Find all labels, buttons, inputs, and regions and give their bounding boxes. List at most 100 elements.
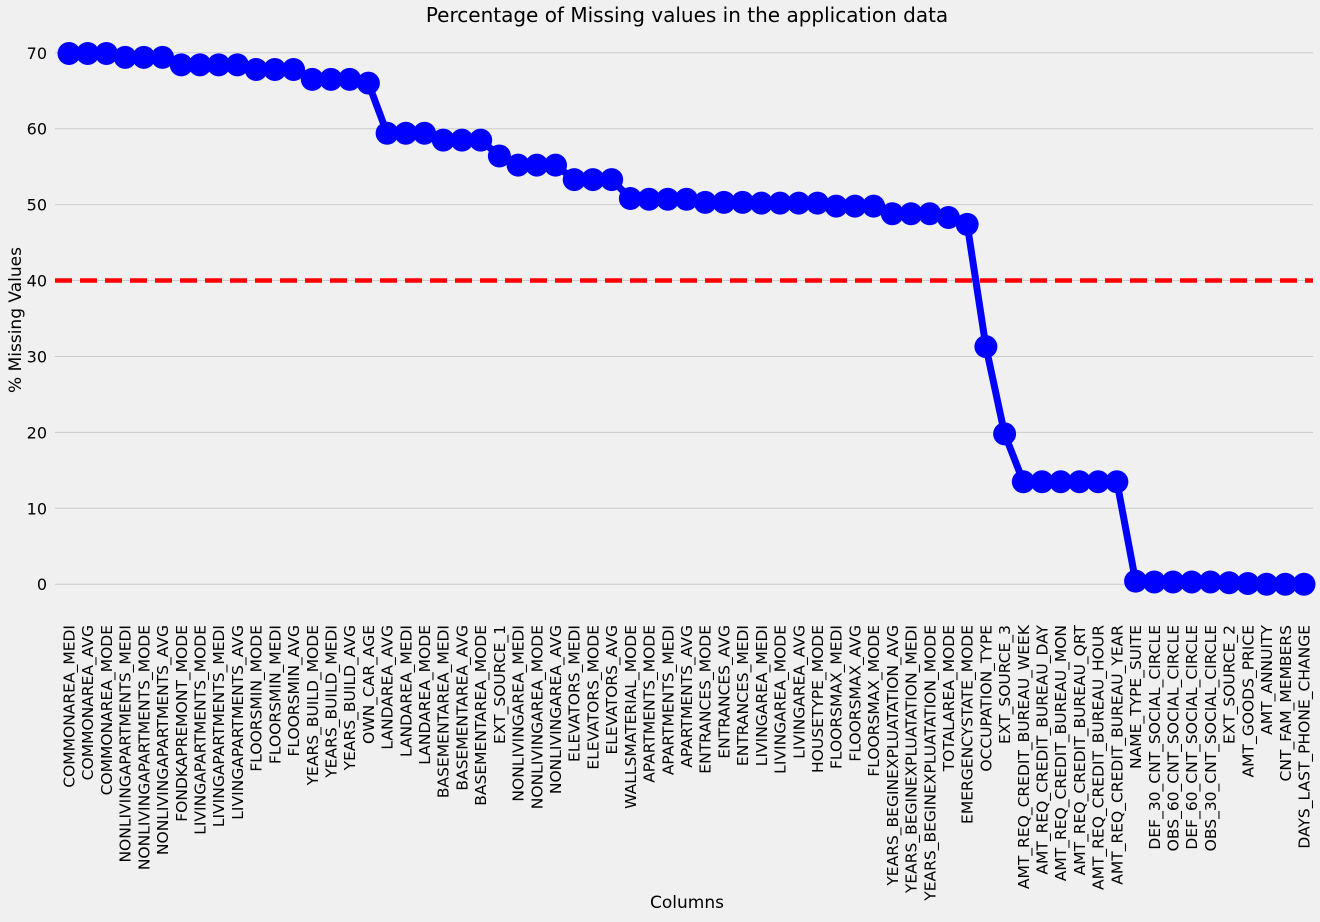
- data-point: [151, 45, 175, 69]
- series-line: [65, 50, 1308, 588]
- x-tick-label: LIVINGAREA_MEDI: [753, 625, 772, 766]
- series-line-layer: [65, 50, 1308, 588]
- x-axis-label: Columns: [650, 893, 724, 913]
- x-tick-label: DEF_60_CNT_SOCIAL_CIRCLE: [1183, 625, 1202, 850]
- x-tick-label: TOTALAREA_MODE: [940, 625, 959, 772]
- x-tick-label: ELEVATORS_AVG: [603, 625, 622, 755]
- data-point: [1011, 470, 1035, 494]
- y-tick-label: 40: [27, 272, 47, 291]
- x-tick-label: ELEVATORS_MEDI: [566, 625, 585, 762]
- x-tick-label: FLOORSMAX_MODE: [865, 625, 884, 777]
- x-tick-label: FLOORSMAX_MEDI: [828, 625, 847, 769]
- x-axis-ticks: COMMONAREA_MEDI COMMONAREA_AVG COMMONAREA_…: [61, 624, 1315, 902]
- x-tick-label: FLOORSMIN_AVG: [285, 625, 304, 757]
- data-point: [974, 335, 998, 359]
- data-point: [1255, 572, 1279, 596]
- x-tick-label: APARTMENTS_MEDI: [659, 625, 678, 775]
- data-point: [300, 67, 324, 91]
- data-point: [319, 67, 343, 91]
- data-point: [936, 206, 960, 230]
- y-tick-label: 70: [27, 44, 47, 63]
- x-tick-label: NONLIVINGAPARTMENTS_MODE: [135, 625, 154, 870]
- data-point: [188, 53, 212, 77]
- x-tick-label: YEARS_BUILD_MEDI: [323, 625, 342, 779]
- data-point: [525, 153, 549, 177]
- data-point: [169, 53, 193, 77]
- data-point: [637, 187, 661, 211]
- x-tick-label: OBS_60_CNT_SOCIAL_CIRCLE: [1165, 625, 1184, 851]
- x-tick-label: LIVINGAPARTMENTS_MEDI: [210, 625, 229, 827]
- x-tick-label: COMMONAREA_MEDI: [61, 625, 80, 788]
- x-tick-label: APARTMENTS_MODE: [641, 625, 660, 783]
- x-tick-label: ENTRANCES_MODE: [697, 625, 716, 774]
- data-point: [1030, 470, 1054, 494]
- data-point: [731, 190, 755, 214]
- data-point: [450, 128, 474, 152]
- x-tick-label: AMT_REQ_CREDIT_BUREAU_WEEK: [1015, 624, 1034, 889]
- data-point: [506, 153, 530, 177]
- data-point: [656, 187, 680, 211]
- data-point: [113, 45, 137, 69]
- data-point: [1124, 569, 1148, 593]
- x-tick-label: EXT_SOURCE_3: [996, 625, 1015, 744]
- data-point: [1161, 570, 1185, 594]
- data-point: [76, 42, 100, 66]
- x-tick-label: NONLIVINGAREA_MODE: [528, 625, 547, 809]
- data-point: [544, 153, 568, 177]
- x-tick-label: COMMONAREA_AVG: [79, 625, 98, 780]
- chart-title: Percentage of Missing values in the appl…: [426, 3, 948, 27]
- data-point: [843, 194, 867, 218]
- data-point: [824, 194, 848, 218]
- data-point: [1049, 470, 1073, 494]
- data-point: [225, 53, 249, 77]
- x-tick-label: ENTRANCES_MEDI: [734, 625, 753, 766]
- x-tick-label: APARTMENTS_AVG: [678, 625, 697, 768]
- data-point: [487, 144, 511, 168]
- y-axis-label: % Missing Values: [6, 247, 26, 393]
- data-point: [244, 57, 268, 81]
- x-tick-label: OCCUPATION_TYPE: [977, 625, 996, 772]
- x-tick-label: FLOORSMAX_AVG: [846, 625, 865, 762]
- x-tick-label: NONLIVINGAPARTMENTS_AVG: [154, 625, 173, 855]
- x-tick-label: DEF_30_CNT_SOCIAL_CIRCLE: [1146, 625, 1165, 850]
- x-tick-label: AMT_REQ_CREDIT_BUREAU_MON: [1052, 625, 1071, 881]
- x-tick-label: LANDAREA_MODE: [416, 625, 435, 765]
- data-point: [618, 187, 642, 211]
- x-tick-label: LIVINGAREA_MODE: [772, 625, 791, 774]
- y-tick-label: 50: [27, 196, 47, 215]
- x-tick-label: EMERGENCYSTATE_MODE: [959, 625, 978, 824]
- data-point: [880, 202, 904, 226]
- x-tick-label: DAYS_LAST_PHONE_CHANGE: [1296, 625, 1315, 849]
- data-point: [1217, 571, 1241, 595]
- data-point: [338, 67, 362, 91]
- data-point: [993, 422, 1017, 446]
- data-point: [413, 121, 437, 145]
- x-tick-label: EXT_SOURCE_1: [491, 625, 510, 744]
- data-point: [768, 191, 792, 215]
- data-point: [1105, 470, 1129, 494]
- x-tick-label: BASEMENTAREA_MODE: [472, 625, 491, 806]
- data-point: [94, 42, 118, 66]
- data-point: [581, 168, 605, 192]
- data-point: [431, 128, 455, 152]
- data-point: [1292, 572, 1316, 596]
- data-point: [600, 168, 624, 192]
- x-tick-label: EXT_SOURCE_2: [1221, 625, 1240, 744]
- x-tick-label: AMT_REQ_CREDIT_BUREAU_HOUR: [1090, 625, 1109, 890]
- x-tick-label: ELEVATORS_MODE: [584, 625, 603, 770]
- data-point: [675, 187, 698, 211]
- data-point: [263, 57, 287, 81]
- data-point: [207, 53, 231, 77]
- data-point: [394, 121, 418, 145]
- data-point: [712, 190, 736, 214]
- data-point: [356, 71, 380, 95]
- data-point: [1086, 470, 1110, 494]
- x-tick-label: LIVINGAPARTMENTS_AVG: [229, 625, 248, 820]
- x-tick-label: YEARS_BUILD_AVG: [341, 625, 360, 771]
- data-point: [749, 191, 773, 215]
- x-tick-label: BASEMENTAREA_MEDI: [435, 625, 454, 798]
- x-tick-label: LIVINGAPARTMENTS_MODE: [192, 625, 211, 835]
- data-point: [562, 168, 586, 192]
- data-point: [132, 45, 156, 69]
- x-tick-label: AMT_REQ_CREDIT_BUREAU_YEAR: [1108, 625, 1127, 885]
